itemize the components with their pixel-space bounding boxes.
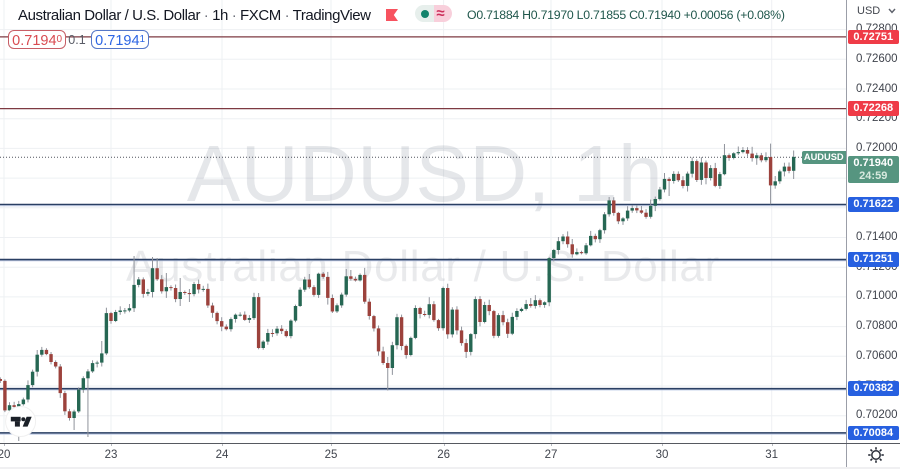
svg-text:Australian Dollar / U.S. Dolla: Australian Dollar / U.S. Dollar: [126, 242, 720, 291]
svg-text:AUDUSD, 1h: AUDUSD, 1h: [187, 129, 663, 218]
